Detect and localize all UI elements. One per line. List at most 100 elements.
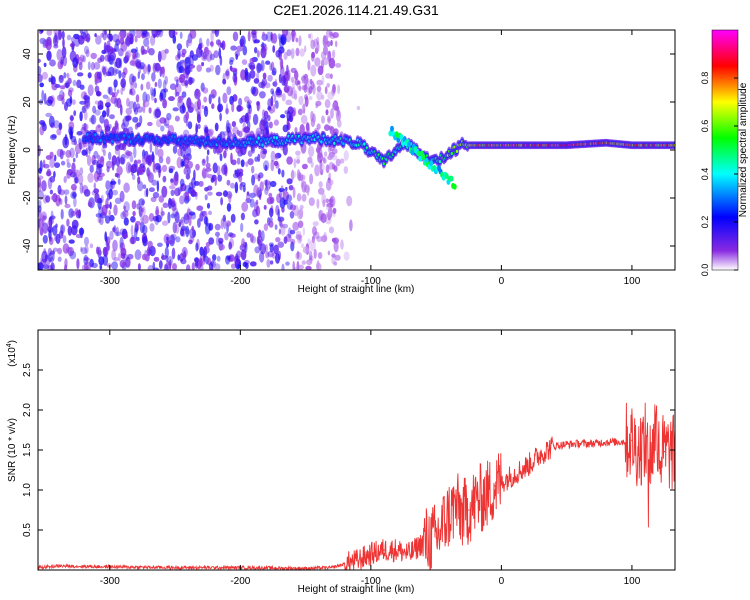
y-tick-label: -40 [22, 238, 33, 253]
snr-series-line [38, 402, 675, 570]
heatmap-noise-cell [97, 124, 101, 129]
heatmap-noise-cell [249, 69, 256, 79]
heatmap-noise-cell [286, 156, 293, 165]
heatmap-noise-cell [126, 35, 131, 48]
heatmap-noise-cell [42, 222, 49, 234]
heatmap-noise-cell [340, 239, 344, 250]
heatmap-noise-cell [55, 233, 61, 244]
heatmap-noise-cell [270, 61, 275, 72]
snr-data-point [553, 445, 555, 447]
heatmap-noise-cell [328, 226, 335, 234]
heatmap-noise-cell [129, 91, 134, 96]
heatmap-noise-cell [311, 235, 315, 244]
heatmap-noise-cell [307, 60, 311, 71]
snr-plot-area [38, 330, 675, 570]
heatmap-noise-cell [315, 100, 322, 107]
heatmap-noise-cell [60, 160, 66, 166]
heatmap-noise-cell [160, 206, 164, 219]
heatmap-noise-cell [280, 58, 284, 70]
heatmap-noise-cell [238, 174, 243, 183]
heatmap-noise-cell [298, 95, 304, 106]
heatmap-noise-cell [125, 107, 132, 116]
heatmap-noise-cell [184, 65, 191, 75]
snr-data-point [657, 453, 659, 455]
snr-y-label: SNR (10 * v/v) [7, 418, 18, 482]
heatmap-noise-cell [133, 227, 138, 239]
heatmap-noise-cell [293, 158, 297, 169]
heatmap-noise-cell [240, 159, 245, 168]
heatmap-noise-cell [81, 105, 86, 114]
heatmap-noise-cell [136, 103, 141, 110]
heatmap-noise-cell [201, 62, 205, 67]
heatmap-noise-cell [197, 123, 201, 129]
heatmap-noise-cell [262, 148, 268, 155]
heatmap-noise-cell [313, 231, 320, 239]
heatmap-noise-cell [56, 148, 63, 157]
heatmap-noise-cell [291, 30, 296, 38]
heatmap-noise-cell [143, 37, 150, 48]
heatmap-noise-cell [102, 254, 109, 266]
heatmap-noise-cell [121, 231, 125, 238]
heatmap-noise-cell [129, 36, 134, 45]
heatmap-noise-cell [261, 150, 267, 155]
heatmap-noise-cell [208, 237, 215, 245]
heatmap-noise-cell [329, 196, 334, 209]
heatmap-noise-cell [137, 71, 140, 79]
heatmap-noise-cell [307, 238, 311, 246]
heatmap-noise-cell [125, 115, 129, 122]
heatmap-noise-cell [223, 150, 227, 159]
heatmap-noise-cell [148, 48, 155, 56]
heatmap-noise-cell [333, 165, 338, 172]
heatmap-noise-cell [279, 197, 286, 210]
heatmap-noise-cell [210, 30, 214, 42]
heatmap-noise-cell [170, 178, 174, 183]
snr-data-point [383, 549, 385, 551]
heatmap-noise-cell [226, 221, 231, 227]
heatmap-noise-cell [133, 101, 137, 113]
heatmap-noise-cell [339, 158, 345, 164]
heatmap-noise-cell [158, 166, 161, 178]
snr-data-point [654, 425, 657, 427]
heatmap-noise-cell [308, 86, 313, 94]
heatmap-noise-cell [156, 180, 160, 193]
heatmap-noise-cell [249, 192, 256, 198]
x-tick-label: 0 [499, 576, 505, 587]
heatmap-noise-cell [277, 241, 285, 248]
heatmap-noise-cell [100, 33, 105, 38]
heatmap-noise-cell [276, 193, 282, 204]
heatmap-noise-cell [171, 197, 175, 206]
heatmap-noise-cell [274, 153, 279, 160]
heatmap-noise-cell [185, 225, 190, 238]
heatmap-noise-cell [214, 223, 221, 231]
heatmap-noise-cell [202, 87, 209, 94]
heatmap-noise-cell [332, 207, 337, 214]
heatmap-noise-cell [73, 37, 81, 47]
heatmap-noise-cell [263, 110, 269, 120]
heatmap-noise-cell [142, 64, 148, 75]
heatmap-noise-cell [116, 89, 120, 94]
heatmap-noise-cell [165, 123, 170, 129]
heatmap-noise-cell [46, 99, 53, 106]
heatmap-noise-cell [269, 260, 274, 265]
heatmap-noise-cell [62, 150, 66, 155]
heatmap-noise-cell [91, 190, 97, 196]
heatmap-noise-cell [296, 158, 301, 164]
heatmap-noise-cell [130, 165, 134, 176]
heatmap-noise-cell [40, 30, 44, 33]
heatmap-noise-cell [102, 65, 109, 77]
heatmap-noise-cell [199, 246, 204, 256]
heatmap-noise-cell [297, 169, 300, 180]
heatmap-noise-cell [210, 89, 217, 99]
heatmap-noise-cell [330, 39, 333, 47]
heatmap-noise-cell [305, 265, 312, 270]
heatmap-branch-cell [429, 160, 434, 167]
heatmap-noise-cell [278, 73, 282, 84]
heatmap-noise-cell [41, 214, 45, 227]
snr-data-point [57, 565, 59, 567]
heatmap-noise-cell [295, 37, 299, 43]
heatmap-noise-cell [212, 254, 217, 261]
heatmap-noise-cell [234, 181, 239, 194]
heatmap-noise-cell [117, 252, 121, 262]
heatmap-noise-cell [259, 181, 264, 192]
heatmap-noise-cell [43, 62, 47, 67]
